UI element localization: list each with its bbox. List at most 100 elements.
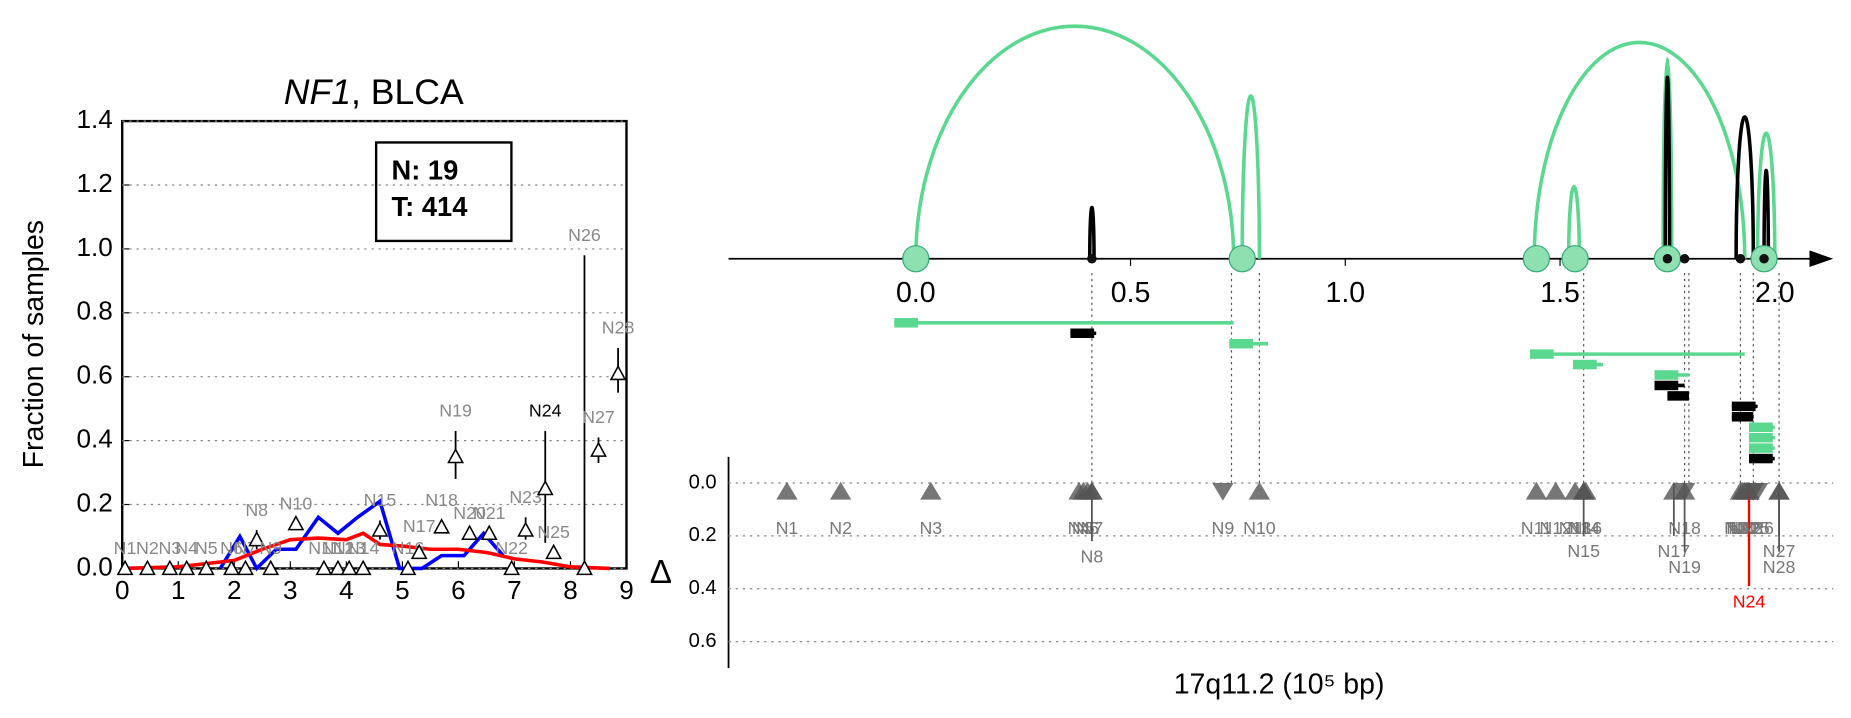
point-marker — [576, 559, 593, 576]
segment-cap — [1229, 338, 1254, 349]
point-label: N6 — [220, 538, 243, 558]
site-dot — [1087, 253, 1097, 264]
segment-cap — [1731, 401, 1756, 412]
point-marker — [248, 530, 266, 547]
point-marker — [609, 364, 627, 381]
point-label: N12 — [322, 538, 355, 558]
legend-entry: N: 19 — [392, 154, 459, 185]
site-dot — [1662, 253, 1673, 264]
x-tick-label: 0.5 — [1111, 277, 1151, 309]
node-marker — [920, 481, 942, 500]
x-axis-label: 17q11.2 (10⁵ bp) — [1174, 668, 1385, 700]
y-axis-label: Fraction of samples — [18, 220, 50, 468]
segment-cap — [1749, 432, 1773, 443]
node-marker — [1673, 481, 1696, 500]
point-label: N28 — [602, 318, 635, 338]
node-label: N19 — [1668, 557, 1701, 577]
point-label: N24 — [529, 401, 562, 421]
legend-box — [374, 141, 513, 243]
arc — [916, 26, 1234, 259]
point-label: N19 — [439, 401, 472, 421]
point-marker — [461, 524, 479, 540]
point-label: N18 — [425, 490, 458, 510]
y-tick-label: 0.6 — [76, 360, 112, 390]
arc — [1661, 56, 1674, 259]
segment-cap — [894, 318, 919, 328]
series-line — [122, 531, 610, 571]
point-marker — [545, 543, 563, 560]
point-marker — [329, 559, 347, 576]
node-label: N28 — [1763, 557, 1796, 577]
node-label: N8 — [1081, 546, 1104, 566]
node-marker — [1212, 482, 1234, 501]
y-tick-label: 0.8 — [76, 296, 112, 326]
site-circle — [1522, 245, 1551, 273]
point-label: N10 — [280, 493, 313, 513]
point-marker — [399, 559, 417, 576]
node-label: N10 — [1243, 518, 1276, 538]
x-tick-label: 2.0 — [1755, 277, 1795, 309]
point-marker — [340, 559, 358, 576]
x-tick-label: 1 — [171, 575, 186, 605]
segment-cap — [1070, 328, 1095, 338]
point-label: N17 — [403, 516, 436, 536]
site-dot — [1759, 253, 1769, 264]
title-gene: NF1 — [284, 72, 351, 112]
node-label: N25 — [1737, 518, 1770, 538]
y-tick-label: 1.4 — [76, 104, 112, 134]
point-marker — [223, 559, 240, 576]
point-label: N14 — [347, 538, 380, 558]
node-label: N1 — [776, 518, 799, 538]
x-tick-label: 2 — [227, 575, 242, 605]
y-tick-label: 0.2 — [76, 487, 112, 517]
point-label: N15 — [364, 490, 397, 510]
node-label: N4 — [1068, 518, 1091, 538]
node-label: N15 — [1567, 541, 1600, 561]
point-marker — [517, 521, 535, 537]
delta-axis-label: Δ — [650, 554, 672, 591]
segment-cap — [1667, 391, 1689, 401]
point-marker — [354, 559, 372, 576]
arc — [1240, 94, 1262, 259]
node-label: N23 — [1731, 518, 1764, 538]
point-label: N22 — [495, 538, 528, 558]
site-circle — [902, 245, 930, 273]
segment-cap — [1749, 443, 1773, 453]
segment-cap — [1749, 422, 1773, 432]
delta-tick-label: 0.6 — [689, 630, 717, 652]
node-label: N9 — [1212, 518, 1235, 538]
plot-frame — [121, 119, 628, 570]
site-dot — [1679, 253, 1690, 264]
node-label: N24 — [1733, 591, 1766, 611]
node-marker — [829, 481, 852, 500]
arc — [1734, 115, 1756, 259]
node-marker — [1575, 481, 1597, 500]
arc — [1087, 205, 1096, 259]
x-tick-label: 8 — [563, 575, 578, 605]
point-marker — [433, 518, 451, 534]
x-tick-label: 7 — [507, 575, 522, 605]
point-label: N5 — [195, 538, 218, 558]
series-line — [218, 498, 505, 572]
legend-entry: T: 414 — [392, 191, 469, 222]
point-marker — [447, 447, 465, 464]
point-marker — [590, 441, 607, 457]
node-label: N26 — [1741, 518, 1774, 538]
y-tick-label: 1.0 — [76, 232, 112, 262]
node-label: N11 — [1521, 518, 1552, 538]
point-marker — [237, 559, 254, 576]
y-tick-label: 0.4 — [76, 424, 112, 454]
point-label: N27 — [582, 407, 615, 427]
node-marker — [1768, 481, 1790, 500]
node-marker — [1545, 481, 1567, 500]
point-label: N4 — [175, 538, 198, 558]
node-marker — [1081, 481, 1103, 500]
delta-tick-label: 0.0 — [689, 471, 717, 493]
point-marker — [139, 559, 156, 576]
arc — [1663, 75, 1672, 259]
node-label: N17 — [1658, 541, 1691, 561]
node-label: N16 — [1569, 518, 1602, 538]
node-label: N22 — [1728, 518, 1761, 538]
x-tick-label: 9 — [619, 575, 634, 605]
